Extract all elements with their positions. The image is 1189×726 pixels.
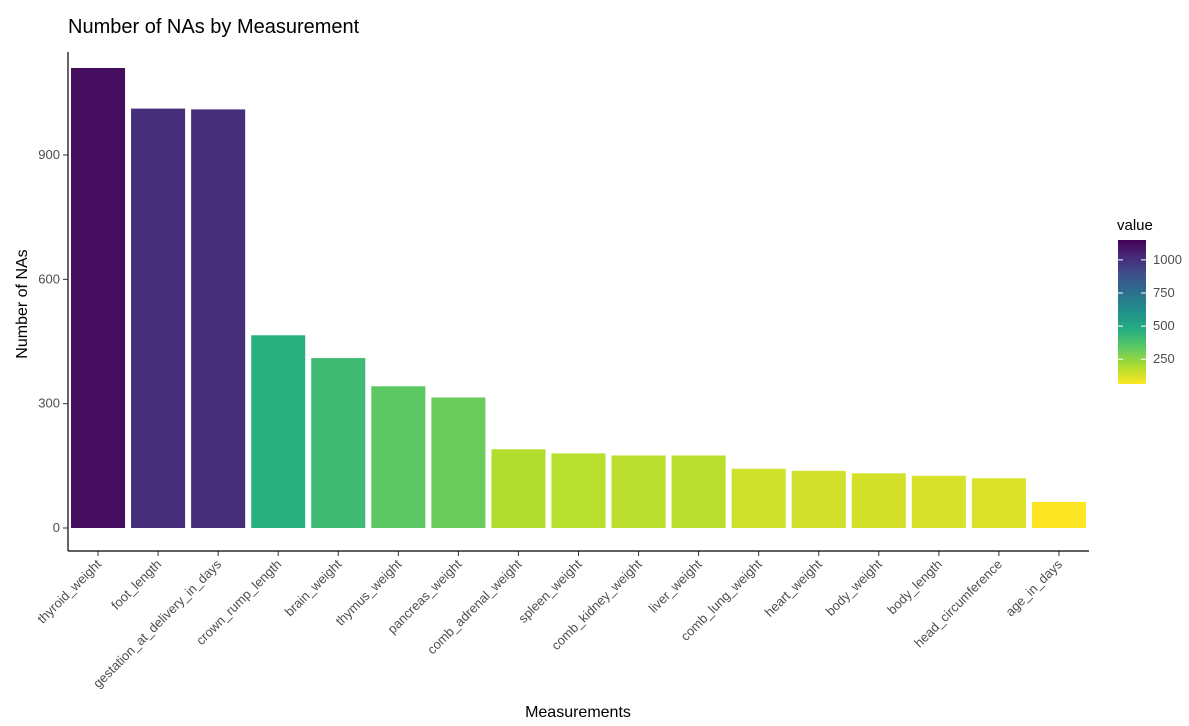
bar-comb_lung_weight <box>731 468 786 528</box>
x-tick-label-foot_length: foot_length <box>108 557 164 613</box>
y-tick-label-900: 900 <box>38 147 60 162</box>
bars-group <box>71 67 1086 528</box>
bar-thymus_weight <box>371 386 426 528</box>
bar-head_circumference <box>971 478 1026 528</box>
x-axis-title: Measurements <box>525 704 631 721</box>
bar-heart_weight <box>791 470 846 528</box>
x-axis: thyroid_weight foot_lengthgestation_at_de… <box>34 550 1089 691</box>
bar-body_length <box>911 475 966 528</box>
bar-foot_length <box>131 108 186 528</box>
bar-spleen_weight <box>551 453 606 528</box>
bar-age_in_days <box>1031 501 1086 528</box>
bar-body_weight <box>851 473 906 528</box>
chart-title: Number of NAs by Measurement <box>68 16 360 38</box>
legend-colorbar <box>1118 240 1146 384</box>
bar-comb_adrenal_weight <box>491 449 546 528</box>
legend-ticks: 1000 750 500 250 <box>1118 252 1182 366</box>
y-axis: 0 300 600 900 <box>38 52 69 551</box>
y-axis-title: Number of NAs <box>14 249 31 358</box>
legend-label-750: 750 <box>1153 285 1175 300</box>
x-tick-label-liver_weight: liver_weight <box>646 556 705 615</box>
x-tick-label-gestation_at_delivery_in_days: gestation_at_delivery_in_days <box>90 556 225 691</box>
legend-label-500: 500 <box>1153 318 1175 333</box>
bar-liver_weight <box>671 455 726 528</box>
legend-title: value <box>1117 217 1153 234</box>
legend-label-1000: 1000 <box>1153 252 1182 267</box>
bar-pancreas_weight <box>431 397 486 528</box>
x-tick-label-body_weight: body_weight <box>823 556 885 618</box>
bar-gestation_at_delivery_in_days <box>191 109 246 528</box>
bar-thyroid_weight <box>71 67 126 528</box>
legend-label-250: 250 <box>1153 351 1175 366</box>
bar-comb_kidney_weight <box>611 455 666 528</box>
bar-crown_rump_length <box>251 335 306 528</box>
y-tick-label-0: 0 <box>53 520 60 535</box>
bar-brain_weight <box>311 358 366 528</box>
y-tick-label-600: 600 <box>38 271 60 286</box>
x-tick-label-brain_weight: brain_weight <box>282 556 345 619</box>
x-tick-label-age_in_days: age_in_days <box>1002 556 1065 619</box>
legend: value 1000 750 500 250 <box>1117 217 1182 384</box>
x-tick-label-body_length: body_length <box>884 557 945 618</box>
x-tick-label-thyroid_weight: thyroid_weight <box>34 556 104 626</box>
x-tick-label-heart_weight: heart_weight <box>762 556 826 620</box>
y-tick-label-300: 300 <box>38 396 60 411</box>
